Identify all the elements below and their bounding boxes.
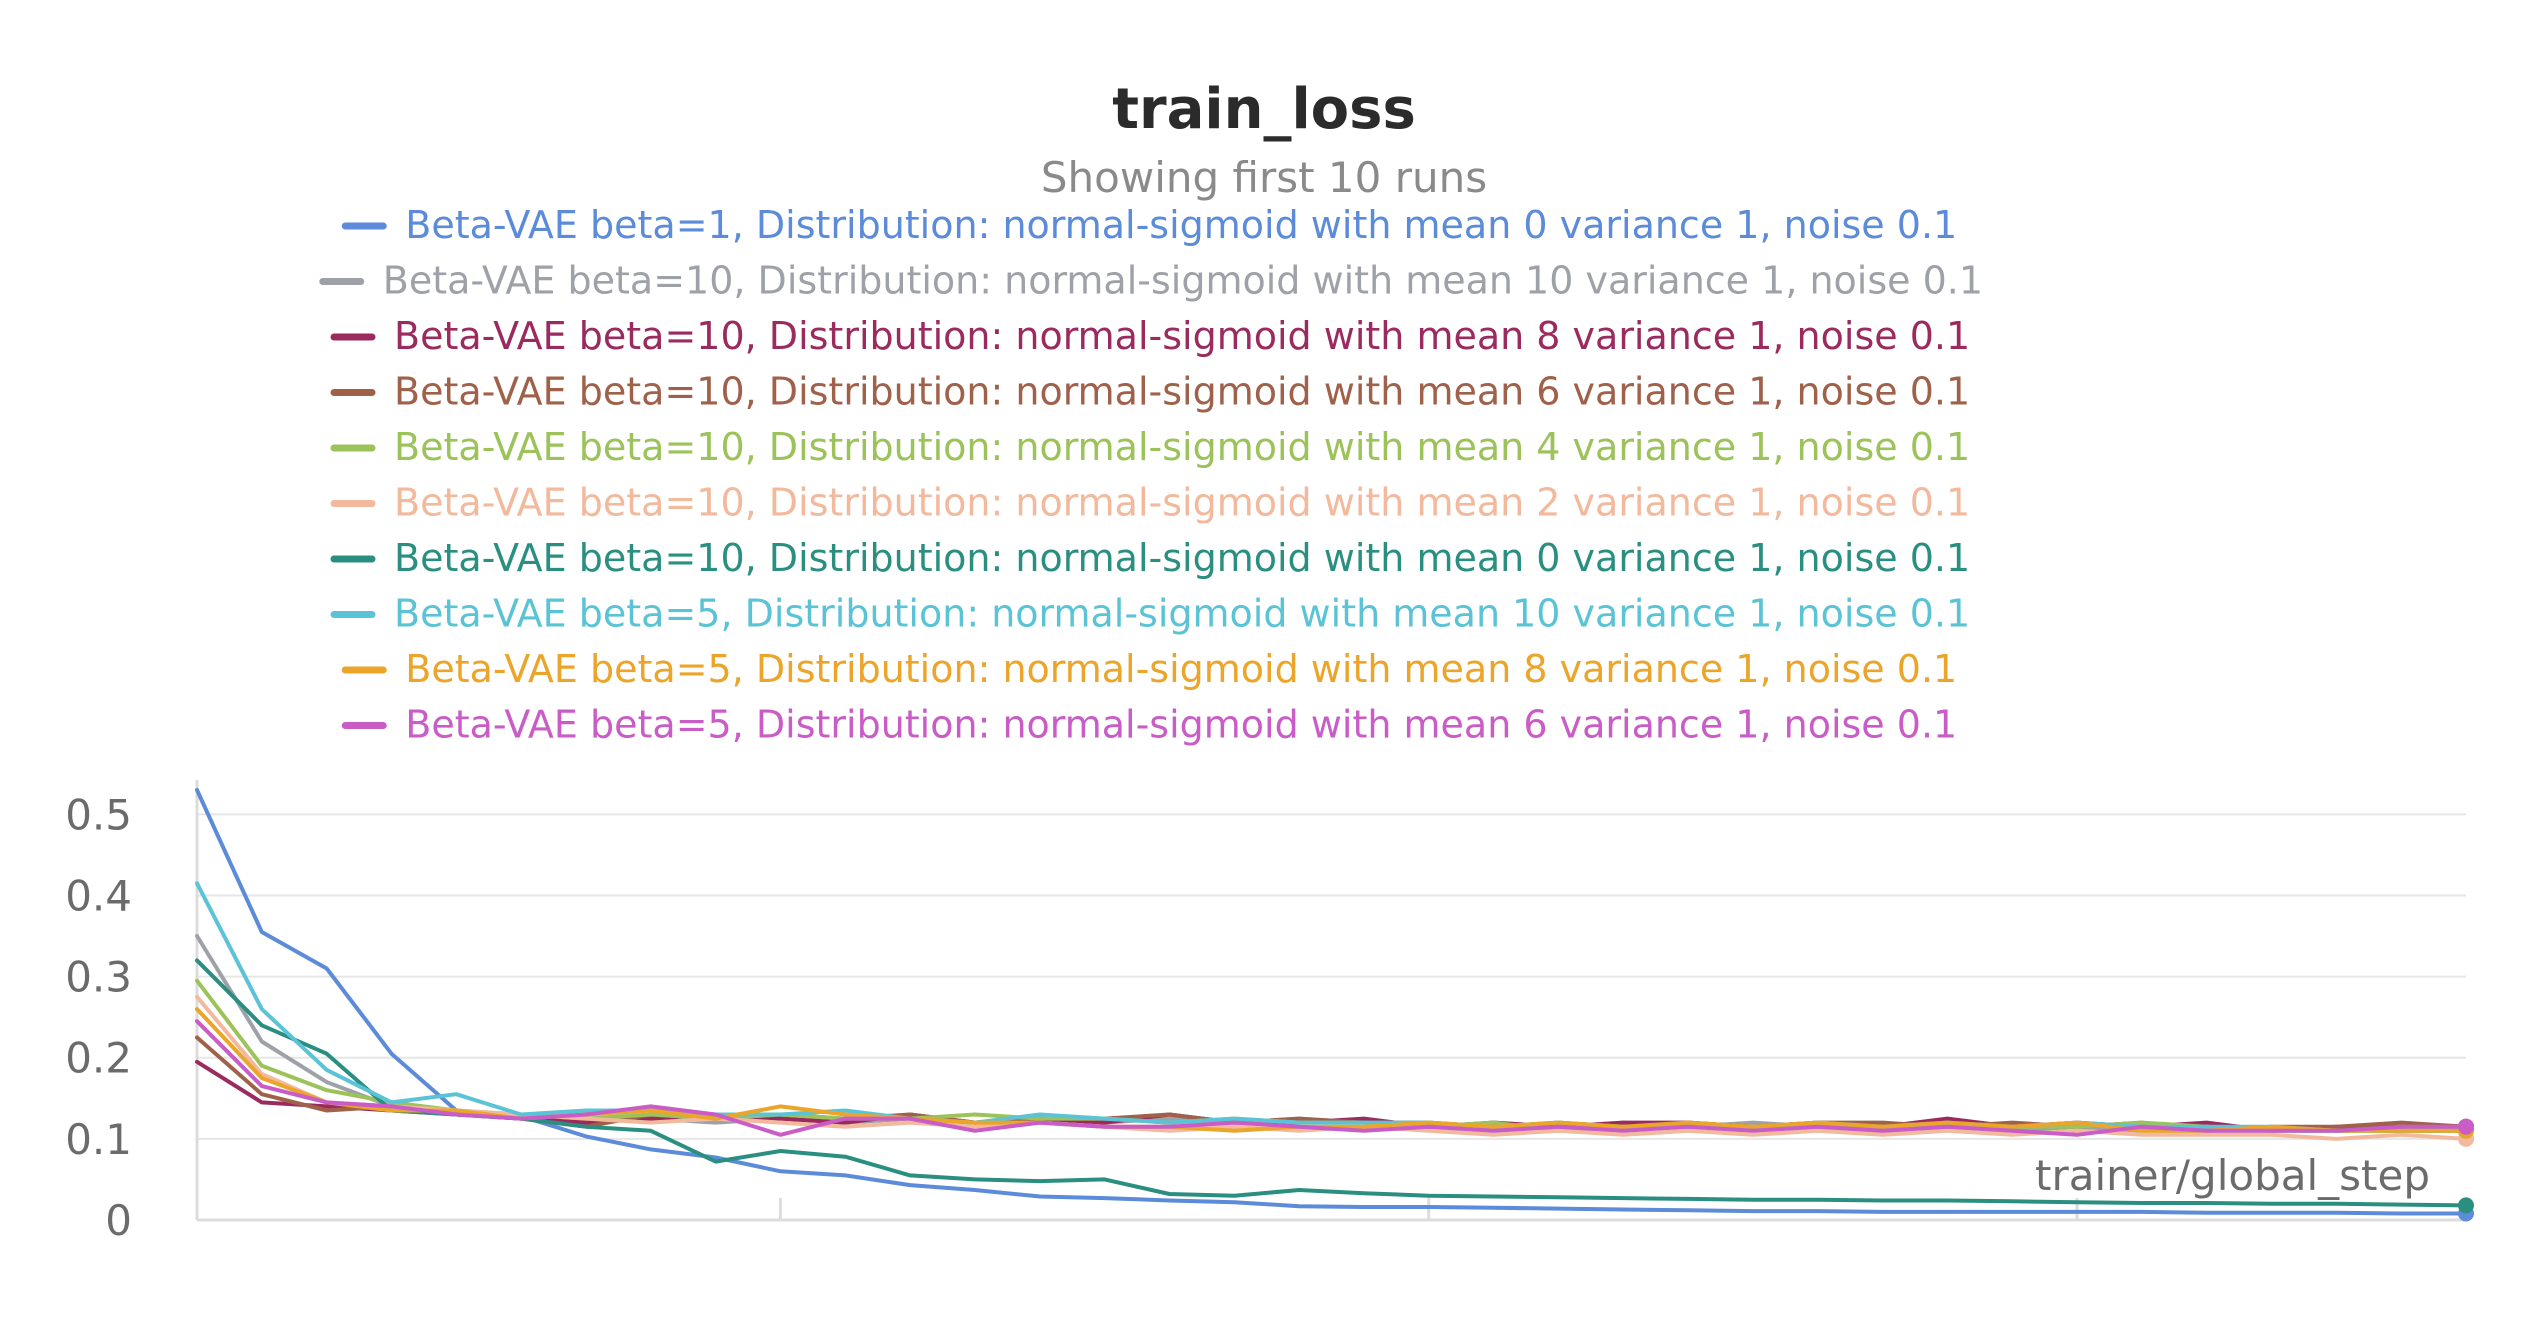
grid	[197, 813, 2466, 1140]
legend-item[interactable]: Beta-VAE beta=10, Distribution: normal-s…	[330, 370, 1970, 414]
series-end-point	[2458, 1118, 2474, 1135]
legend-item[interactable]: Beta-VAE beta=5, Distribution: normal-si…	[330, 592, 1970, 636]
series-line[interactable]	[195, 978, 2468, 1133]
x-axis-label: trainer/global_step	[2035, 1151, 2430, 1200]
axes: 0 0.1 0.2 0.3 0.4 0.5	[65, 780, 2466, 1245]
legend-item[interactable]: Beta-VAE beta=5, Distribution: normal-si…	[341, 647, 1957, 691]
legend-label: Beta-VAE beta=10, Distribution: normal-s…	[394, 370, 1970, 414]
y-tick-label: 0.2	[65, 1034, 132, 1083]
legend-label: Beta-VAE beta=10, Distribution: normal-s…	[394, 481, 1970, 525]
legend-label: Beta-VAE beta=10, Distribution: normal-s…	[394, 425, 1970, 469]
legend-label: Beta-VAE beta=1, Distribution: normal-si…	[405, 203, 1957, 247]
legend-item[interactable]: Beta-VAE beta=1, Distribution: normal-si…	[341, 203, 1957, 247]
legend-label: Beta-VAE beta=10, Distribution: normal-s…	[383, 259, 1983, 303]
series-lines	[195, 788, 2474, 1222]
legend-item[interactable]: Beta-VAE beta=10, Distribution: normal-s…	[330, 314, 1970, 358]
series-line[interactable]	[195, 788, 2468, 1216]
legend-label: Beta-VAE beta=5, Distribution: normal-si…	[405, 703, 1957, 747]
chart-subtitle: Showing first 10 runs	[1041, 153, 1487, 202]
series-end-point	[2458, 1197, 2474, 1214]
legend-item[interactable]: Beta-VAE beta=10, Distribution: normal-s…	[330, 481, 1970, 525]
series-line[interactable]	[195, 1019, 2468, 1137]
legend-item[interactable]: Beta-VAE beta=10, Distribution: normal-s…	[319, 259, 1983, 303]
legend-item[interactable]: Beta-VAE beta=10, Distribution: normal-s…	[330, 425, 1970, 469]
legend-item[interactable]: Beta-VAE beta=10, Distribution: normal-s…	[330, 536, 1970, 580]
series-line[interactable]	[195, 881, 2468, 1133]
legend-label: Beta-VAE beta=10, Distribution: normal-s…	[394, 536, 1970, 580]
y-tick-label: 0.3	[65, 953, 132, 1002]
y-tick-label: 0	[105, 1196, 132, 1245]
y-tick-label: 0.5	[65, 790, 132, 839]
y-tick-label: 0.1	[65, 1115, 132, 1164]
y-tick-label: 0.4	[65, 871, 132, 920]
legend-label: Beta-VAE beta=5, Distribution: normal-si…	[405, 647, 1957, 691]
legend: Beta-VAE beta=1, Distribution: normal-si…	[319, 203, 1983, 747]
series-line[interactable]	[195, 934, 2468, 1133]
legend-label: Beta-VAE beta=5, Distribution: normal-si…	[394, 592, 1970, 636]
legend-label: Beta-VAE beta=10, Distribution: normal-s…	[394, 314, 1970, 358]
legend-item[interactable]: Beta-VAE beta=5, Distribution: normal-si…	[341, 703, 1957, 747]
chart-title: train_loss	[1112, 77, 1416, 142]
series-line[interactable]	[195, 958, 2468, 1208]
